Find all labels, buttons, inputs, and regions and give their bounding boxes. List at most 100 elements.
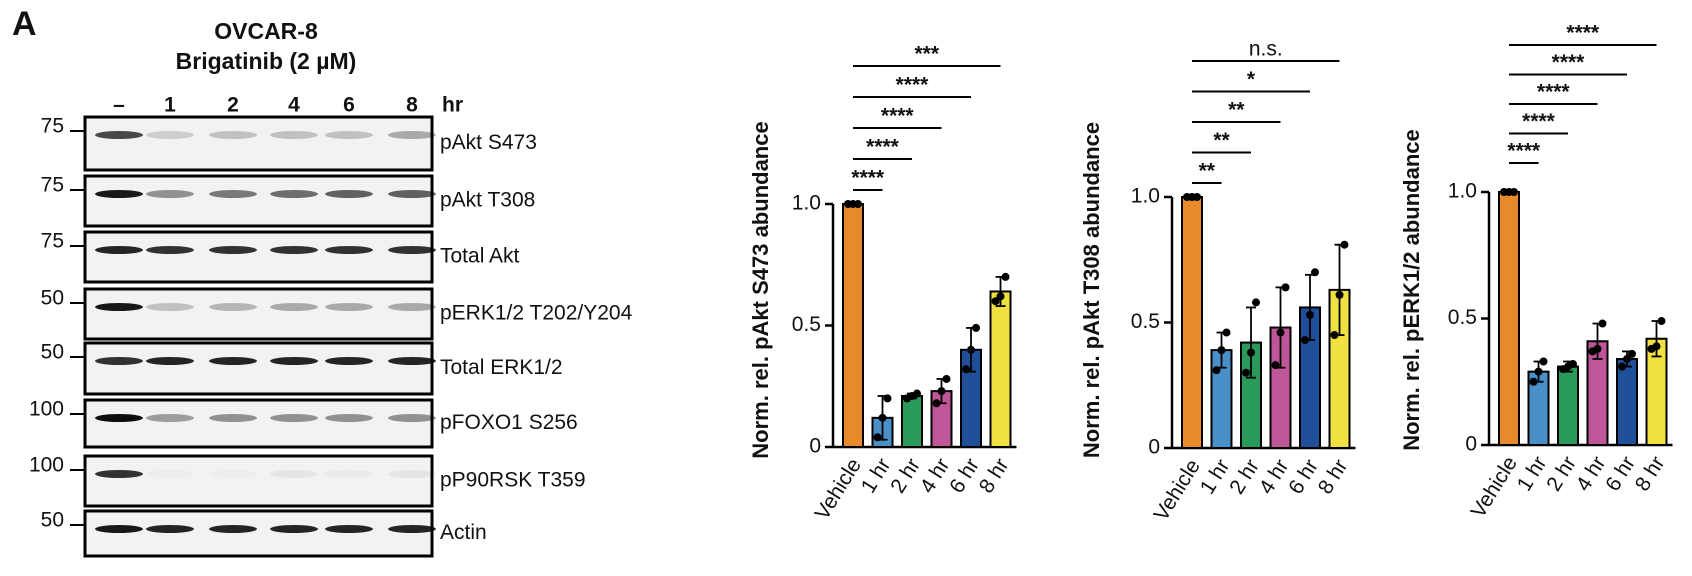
data-point <box>1311 268 1319 277</box>
blot-frame <box>83 115 434 172</box>
data-point <box>1598 319 1607 328</box>
x-tick-label: 2 hr <box>1225 455 1264 498</box>
band <box>325 131 373 139</box>
data-point <box>1618 362 1626 371</box>
band <box>95 303 143 311</box>
x-tick-label: 8 hr <box>1314 455 1353 498</box>
band <box>146 190 194 198</box>
significance-label: ** <box>1199 160 1216 183</box>
data-point <box>878 413 887 422</box>
data-point <box>967 345 975 354</box>
bar <box>989 290 1012 449</box>
data-point <box>1569 360 1577 369</box>
data-point <box>1330 331 1339 340</box>
band <box>95 190 143 198</box>
data-point <box>972 323 980 332</box>
significance-label: **** <box>881 105 915 128</box>
y-tick-label: 0.5 <box>792 313 821 336</box>
band <box>95 246 143 254</box>
data-point <box>942 374 951 383</box>
significance-label: * <box>1247 68 1256 91</box>
significance-label: **** <box>866 136 900 159</box>
data-point <box>1340 240 1349 249</box>
bar <box>1557 365 1579 447</box>
data-point <box>1623 354 1631 363</box>
band <box>325 414 373 422</box>
band <box>388 470 436 478</box>
y-tick-label: 0.5 <box>1131 310 1160 333</box>
bar <box>1181 196 1203 449</box>
band <box>209 470 257 478</box>
data-point <box>1539 357 1548 366</box>
y-axis-label: Norm. rel. pERK1/2 abundance <box>1399 129 1424 451</box>
data-point <box>1001 272 1010 281</box>
y-tick-label: 1.0 <box>1448 180 1477 203</box>
data-point <box>1222 328 1231 337</box>
lane-label: 1 <box>164 94 176 117</box>
mw-label: 100 <box>29 454 64 477</box>
row-label: pAkt T308 <box>440 189 535 212</box>
band <box>209 303 257 311</box>
band <box>325 303 373 311</box>
blot-frame <box>83 230 434 284</box>
mw-label: 50 <box>41 341 64 364</box>
band <box>270 357 318 365</box>
mw-label: 75 <box>41 230 64 253</box>
band <box>325 525 373 533</box>
row-label: Total ERK1/2 <box>440 356 563 379</box>
blot-frame <box>83 509 434 558</box>
significance-label: **** <box>1522 110 1556 133</box>
mw-label: 100 <box>29 398 64 421</box>
data-point <box>1652 342 1661 351</box>
band <box>325 357 373 365</box>
band <box>388 414 436 422</box>
band <box>146 303 194 311</box>
blot-frame <box>83 398 434 449</box>
blot-subtitle: Brigatinib (2 µM) <box>176 48 357 74</box>
significance-label: **** <box>1552 51 1586 74</box>
blot-frame <box>83 287 434 341</box>
band <box>325 190 373 198</box>
y-tick-label: 0 <box>1148 436 1160 459</box>
error-bar <box>1246 306 1256 379</box>
lane-label: 4 <box>288 94 300 117</box>
band <box>146 414 194 422</box>
y-axis-label: Norm. rel. pAkt S473 abundance <box>748 121 773 458</box>
data-point <box>1193 193 1201 201</box>
data-point <box>1628 349 1636 358</box>
band <box>388 525 436 533</box>
bar <box>1498 191 1520 446</box>
band <box>209 131 257 139</box>
data-point <box>1217 346 1226 355</box>
y-tick-label: 0 <box>809 435 821 458</box>
y-axis-label: Norm. rel. pAkt T308 abundance <box>1079 122 1104 458</box>
bar <box>842 203 864 448</box>
lane-label: 8 <box>406 94 418 117</box>
data-point <box>1247 348 1255 357</box>
significance-label: **** <box>1566 22 1600 45</box>
x-tick-label: 6 hr <box>945 454 984 497</box>
lane-label: – <box>113 94 125 117</box>
bar <box>901 394 923 448</box>
significance-label: **** <box>1537 81 1571 104</box>
row-label: pP90RSK T359 <box>440 469 586 492</box>
data-point <box>1529 377 1538 386</box>
band <box>209 246 257 254</box>
blot-title: OVCAR-8 <box>214 18 318 44</box>
mw-label: 75 <box>41 115 64 138</box>
data-point <box>1271 361 1280 370</box>
x-tick-label: 1 hr <box>857 454 896 497</box>
data-point <box>1252 298 1260 307</box>
data-point <box>932 399 941 408</box>
blot-frame <box>83 174 434 228</box>
x-tick-label: 4 hr <box>916 454 955 497</box>
lane-label: 6 <box>343 94 355 117</box>
band <box>209 357 257 365</box>
band <box>388 357 436 365</box>
significance-label: **** <box>851 167 885 190</box>
data-point <box>1335 290 1344 299</box>
y-tick-label: 1.0 <box>1131 185 1160 208</box>
row-label: pAkt S473 <box>440 131 537 154</box>
band <box>146 525 194 533</box>
